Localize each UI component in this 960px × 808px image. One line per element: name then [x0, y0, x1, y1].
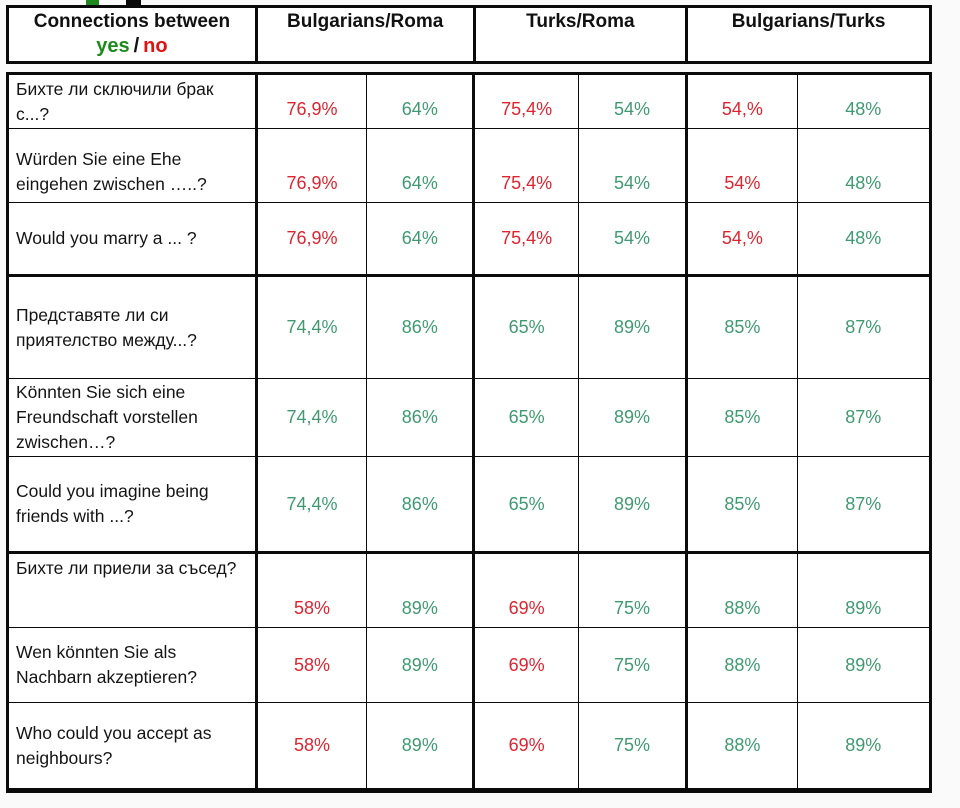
value-cell: 74,4%: [255, 275, 368, 379]
value-cell: 65%: [473, 275, 579, 379]
value-cell: 69%: [473, 702, 579, 791]
header-connections-cell: Connections between yes / no: [8, 7, 257, 63]
value-cell: 88%: [686, 627, 798, 703]
table-row: Could you imagine being friends with ...…: [7, 456, 931, 554]
value-cell: 54,%: [686, 202, 798, 277]
question-cell: Could you imagine being friends with ...…: [7, 456, 258, 554]
value-cell: 74,4%: [255, 378, 368, 457]
table-row: Would you marry a ... ? 76,9% 64% 75,4% 54% 5…: [7, 202, 931, 277]
question-cell: Wen könnten Sie als Nachbarn akzeptieren…: [7, 627, 258, 703]
value-cell: 87%: [796, 456, 931, 554]
header-yes-no: yes / no: [10, 35, 254, 58]
data-table-body: Бихте ли сключили брак с...? 76,9% 64% 75,4…: [7, 73, 931, 791]
value-cell: 64%: [366, 73, 476, 129]
value-cell: 75,4%: [473, 128, 579, 203]
value-cell: 76,9%: [255, 202, 368, 277]
value-cell: 87%: [796, 275, 931, 379]
value-cell: 89%: [577, 456, 689, 554]
value-cell: 69%: [473, 627, 579, 703]
yes-no-separator: /: [133, 35, 140, 57]
table-row: Who could you accept as neighbours? 58% 89…: [7, 702, 931, 791]
value-cell: 89%: [577, 378, 689, 457]
value-cell: 48%: [796, 202, 931, 277]
header-title: Connections between: [33, 11, 231, 32]
value-cell: 65%: [473, 378, 579, 457]
value-cell: 58%: [255, 552, 368, 628]
value-cell: 64%: [366, 128, 476, 203]
question-cell: Würden Sie eine Ehe eingehen zwischen ….…: [7, 128, 258, 203]
question-cell: Would you marry a ... ?: [7, 202, 258, 277]
header-table: Connections between yes / no Bulgarians/Ro…: [6, 5, 932, 64]
cropped-text-fragment-green: [86, 0, 99, 5]
value-cell: 89%: [796, 552, 931, 628]
value-cell: 89%: [366, 552, 476, 628]
table-row: Представяте ли си приятелство между...? 7…: [7, 275, 931, 379]
table-row: Бихте ли сключили брак с...? 76,9% 64% 75,4…: [7, 73, 931, 129]
value-cell: 86%: [366, 275, 476, 379]
value-cell: 76,9%: [255, 128, 368, 203]
value-cell: 75%: [577, 702, 689, 791]
value-cell: 75,4%: [473, 73, 579, 129]
value-cell: 75%: [577, 627, 689, 703]
value-cell: 87%: [796, 378, 931, 457]
header-group-bulgarians-roma: Bulgarians/Roma: [254, 6, 474, 63]
value-cell: 64%: [366, 202, 476, 277]
value-cell: 74,4%: [255, 456, 368, 554]
header-row: Connections between yes / no Bulgarians/Ro…: [8, 6, 931, 63]
value-cell: 85%: [686, 378, 798, 457]
value-cell: 89%: [796, 702, 931, 791]
value-cell: 58%: [255, 627, 368, 703]
cropped-text-fragment-black: [126, 0, 141, 5]
table-row: Бихте ли приели за съсед? 58% 89% 69% 75% 88%…: [7, 552, 931, 628]
table-row: Würden Sie eine Ehe eingehen zwischen ….…: [7, 128, 931, 203]
table-row: Wen könnten Sie als Nachbarn akzeptieren…: [7, 627, 931, 703]
value-cell: 89%: [366, 702, 476, 791]
value-cell: 88%: [686, 552, 798, 628]
value-cell: 76,9%: [255, 73, 368, 129]
value-cell: 54%: [686, 128, 798, 203]
value-cell: 54,%: [686, 73, 798, 129]
value-cell: 48%: [796, 73, 931, 129]
question-cell: Who could you accept as neighbours?: [7, 702, 258, 791]
value-cell: 89%: [796, 627, 931, 703]
value-cell: 75,4%: [473, 202, 579, 277]
value-cell: 85%: [686, 275, 798, 379]
value-cell: 89%: [577, 275, 689, 379]
value-cell: 88%: [686, 702, 798, 791]
header-group-turks-roma: Turks/Roma: [472, 6, 687, 63]
value-cell: 86%: [366, 456, 476, 554]
no-label: no: [143, 35, 168, 57]
question-cell: Бихте ли приели за съсед?: [7, 552, 258, 628]
question-cell: Könnten Sie sich eine Freundschaft vorst…: [7, 378, 258, 457]
value-cell: 54%: [577, 128, 689, 203]
value-cell: 86%: [366, 378, 476, 457]
value-cell: 75%: [577, 552, 689, 628]
header-group-bulgarians-turks: Bulgarians/Turks: [685, 6, 931, 63]
value-cell: 58%: [255, 702, 368, 791]
value-cell: 48%: [796, 128, 931, 203]
value-cell: 65%: [473, 456, 579, 554]
yes-label: yes: [96, 35, 130, 57]
value-cell: 89%: [366, 627, 476, 703]
value-cell: 54%: [577, 73, 689, 129]
question-cell: Представяте ли си приятелство между...?: [7, 275, 258, 379]
value-cell: 69%: [473, 552, 579, 628]
value-cell: 54%: [577, 202, 689, 277]
value-cell: 85%: [686, 456, 798, 554]
data-table: Бихте ли сключили брак с...? 76,9% 64% 75,4…: [6, 72, 932, 793]
question-cell: Бихте ли сключили брак с...?: [7, 73, 258, 129]
table-row: Könnten Sie sich eine Freundschaft vorst…: [7, 378, 931, 457]
